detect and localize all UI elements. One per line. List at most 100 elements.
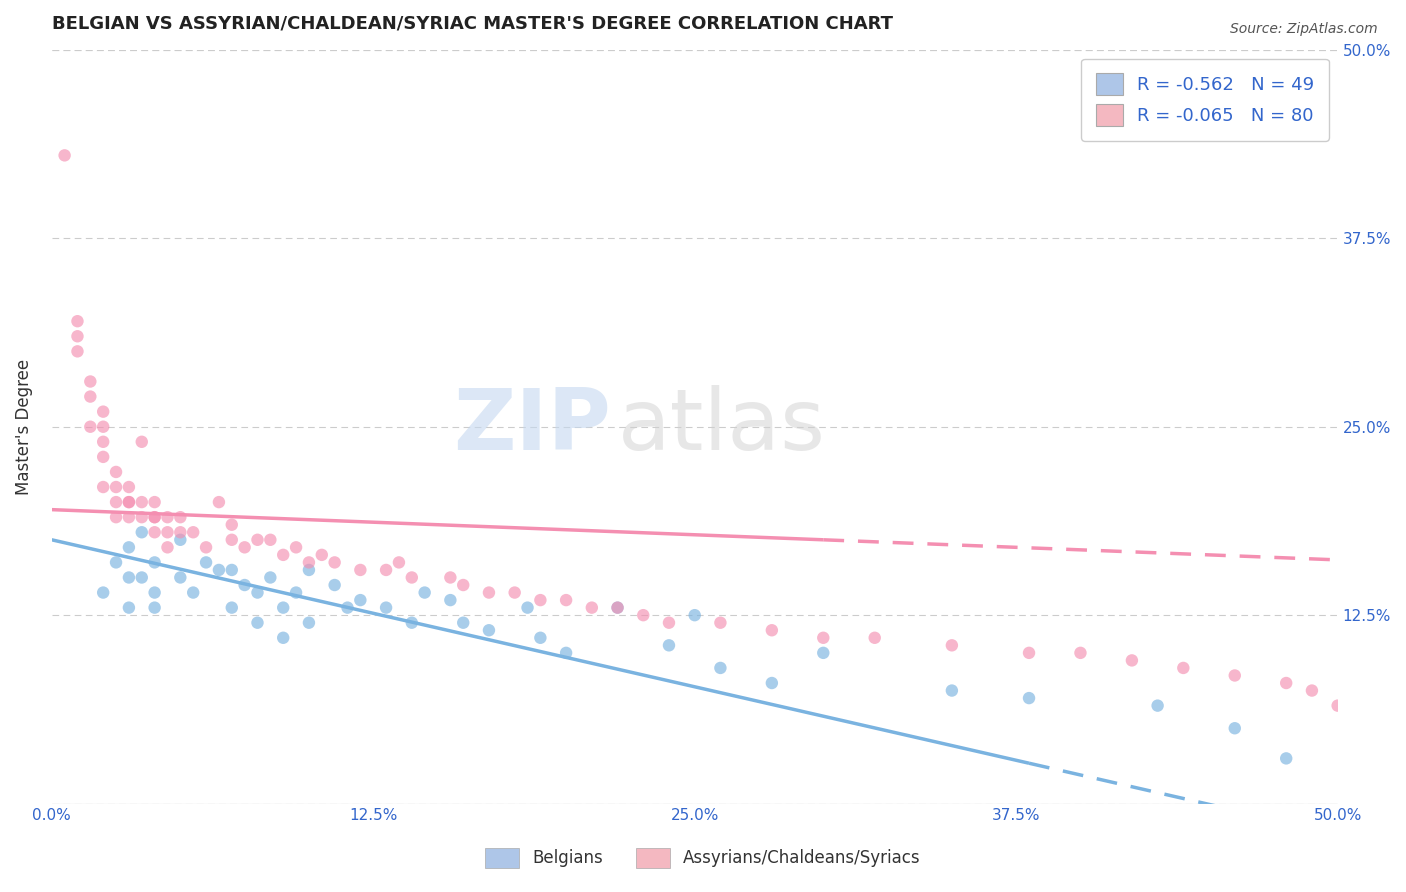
Point: [813, 646, 835, 660]
Point: [413, 585, 436, 599]
Point: [105, 480, 128, 494]
Point: [79, 419, 101, 434]
Point: [311, 548, 333, 562]
Point: [169, 570, 191, 584]
Point: [388, 556, 411, 570]
Point: [581, 600, 603, 615]
Point: [709, 615, 731, 630]
Point: [606, 600, 628, 615]
Point: [1146, 698, 1168, 713]
Point: [375, 600, 398, 615]
Point: [439, 593, 461, 607]
Point: [118, 510, 141, 524]
Point: [91, 585, 114, 599]
Point: [105, 465, 128, 479]
Point: [259, 533, 281, 547]
Point: [118, 600, 141, 615]
Text: BELGIAN VS ASSYRIAN/CHALDEAN/SYRIAC MASTER'S DEGREE CORRELATION CHART: BELGIAN VS ASSYRIAN/CHALDEAN/SYRIAC MAST…: [52, 15, 893, 33]
Point: [91, 404, 114, 418]
Point: [118, 541, 141, 555]
Point: [1301, 683, 1323, 698]
Point: [233, 541, 256, 555]
Point: [131, 525, 153, 540]
Point: [298, 563, 321, 577]
Point: [118, 495, 141, 509]
Point: [169, 510, 191, 524]
Point: [91, 480, 114, 494]
Point: [246, 533, 269, 547]
Point: [349, 593, 371, 607]
Point: [105, 556, 128, 570]
Point: [1275, 676, 1298, 690]
Point: [761, 676, 783, 690]
Point: [1121, 653, 1143, 667]
Point: [1378, 714, 1400, 728]
Point: [271, 631, 294, 645]
Point: [1403, 721, 1406, 735]
Point: [285, 585, 308, 599]
Point: [503, 585, 526, 599]
Point: [298, 615, 321, 630]
Point: [683, 608, 706, 623]
Point: [246, 615, 269, 630]
Point: [131, 495, 153, 509]
Y-axis label: Master's Degree: Master's Degree: [15, 359, 32, 495]
Point: [1353, 706, 1375, 721]
Point: [233, 578, 256, 592]
Point: [169, 533, 191, 547]
Point: [53, 148, 76, 162]
Point: [401, 570, 423, 584]
Point: [66, 329, 89, 343]
Point: [1173, 661, 1195, 675]
Point: [633, 608, 655, 623]
Point: [246, 585, 269, 599]
Point: [181, 525, 204, 540]
Point: [813, 631, 835, 645]
Point: [195, 541, 218, 555]
Point: [709, 661, 731, 675]
Point: [131, 510, 153, 524]
Point: [169, 525, 191, 540]
Point: [761, 624, 783, 638]
Point: [118, 480, 141, 494]
Point: [285, 541, 308, 555]
Point: [66, 314, 89, 328]
Point: [79, 390, 101, 404]
Point: [451, 615, 474, 630]
Point: [1018, 646, 1040, 660]
Point: [143, 510, 166, 524]
Point: [529, 631, 551, 645]
Point: [529, 593, 551, 607]
Point: [941, 638, 963, 652]
Point: [375, 563, 398, 577]
Legend: R = -0.562   N = 49, R = -0.065   N = 80: R = -0.562 N = 49, R = -0.065 N = 80: [1081, 59, 1329, 141]
Point: [156, 541, 179, 555]
Point: [221, 563, 243, 577]
Point: [143, 510, 166, 524]
Point: [1018, 691, 1040, 706]
Point: [118, 495, 141, 509]
Point: [349, 563, 371, 577]
Point: [156, 525, 179, 540]
Point: [439, 570, 461, 584]
Point: [863, 631, 886, 645]
Point: [143, 495, 166, 509]
Point: [221, 533, 243, 547]
Point: [298, 556, 321, 570]
Point: [143, 556, 166, 570]
Point: [91, 434, 114, 449]
Point: [181, 585, 204, 599]
Point: [478, 624, 501, 638]
Point: [208, 563, 231, 577]
Point: [208, 495, 231, 509]
Point: [1069, 646, 1091, 660]
Point: [143, 585, 166, 599]
Point: [131, 434, 153, 449]
Point: [91, 450, 114, 464]
Point: [451, 578, 474, 592]
Point: [941, 683, 963, 698]
Point: [658, 638, 681, 652]
Point: [323, 578, 346, 592]
Point: [221, 517, 243, 532]
Point: [271, 548, 294, 562]
